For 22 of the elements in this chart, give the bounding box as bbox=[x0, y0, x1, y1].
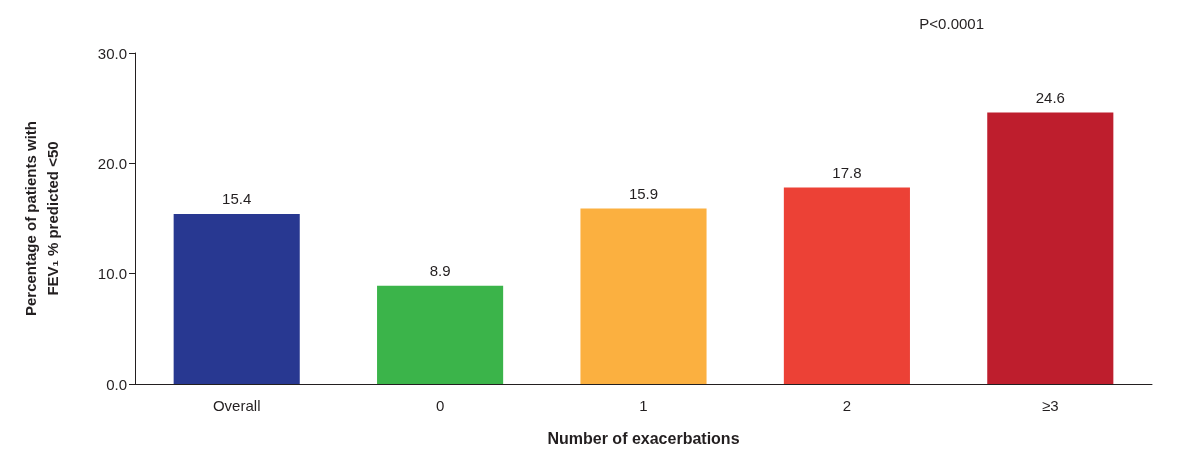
bar bbox=[987, 112, 1114, 384]
data-label: 8.9 bbox=[429, 261, 451, 279]
bar bbox=[173, 214, 300, 384]
y-tick-label: 0.0 bbox=[106, 375, 127, 393]
bar bbox=[580, 208, 707, 384]
y-tick-label: 30.0 bbox=[97, 44, 127, 62]
data-label: 17.8 bbox=[832, 163, 862, 181]
x-axis-title: Number of exacerbations bbox=[547, 429, 740, 447]
x-tick-label: Overall bbox=[212, 397, 261, 414]
x-tick-label: 0 bbox=[435, 397, 445, 414]
text: P<0.0001 bbox=[919, 15, 985, 32]
data-label: 15.9 bbox=[628, 184, 659, 202]
bar bbox=[377, 285, 504, 384]
x-tick-label: 1 bbox=[639, 397, 648, 414]
y-tick-label: 20.0 bbox=[97, 154, 127, 172]
data-label: 15.4 bbox=[222, 190, 252, 208]
y-axis-title: Percentage of patients with FEV₁ % predicted <50 bbox=[21, 120, 61, 317]
x-tick-label: ≥3 bbox=[1042, 397, 1059, 414]
y-tick-label: 10.0 bbox=[97, 265, 127, 283]
bar bbox=[783, 187, 910, 384]
data-label: 24.6 bbox=[1035, 88, 1065, 106]
x-tick-label: 2 bbox=[842, 397, 852, 414]
